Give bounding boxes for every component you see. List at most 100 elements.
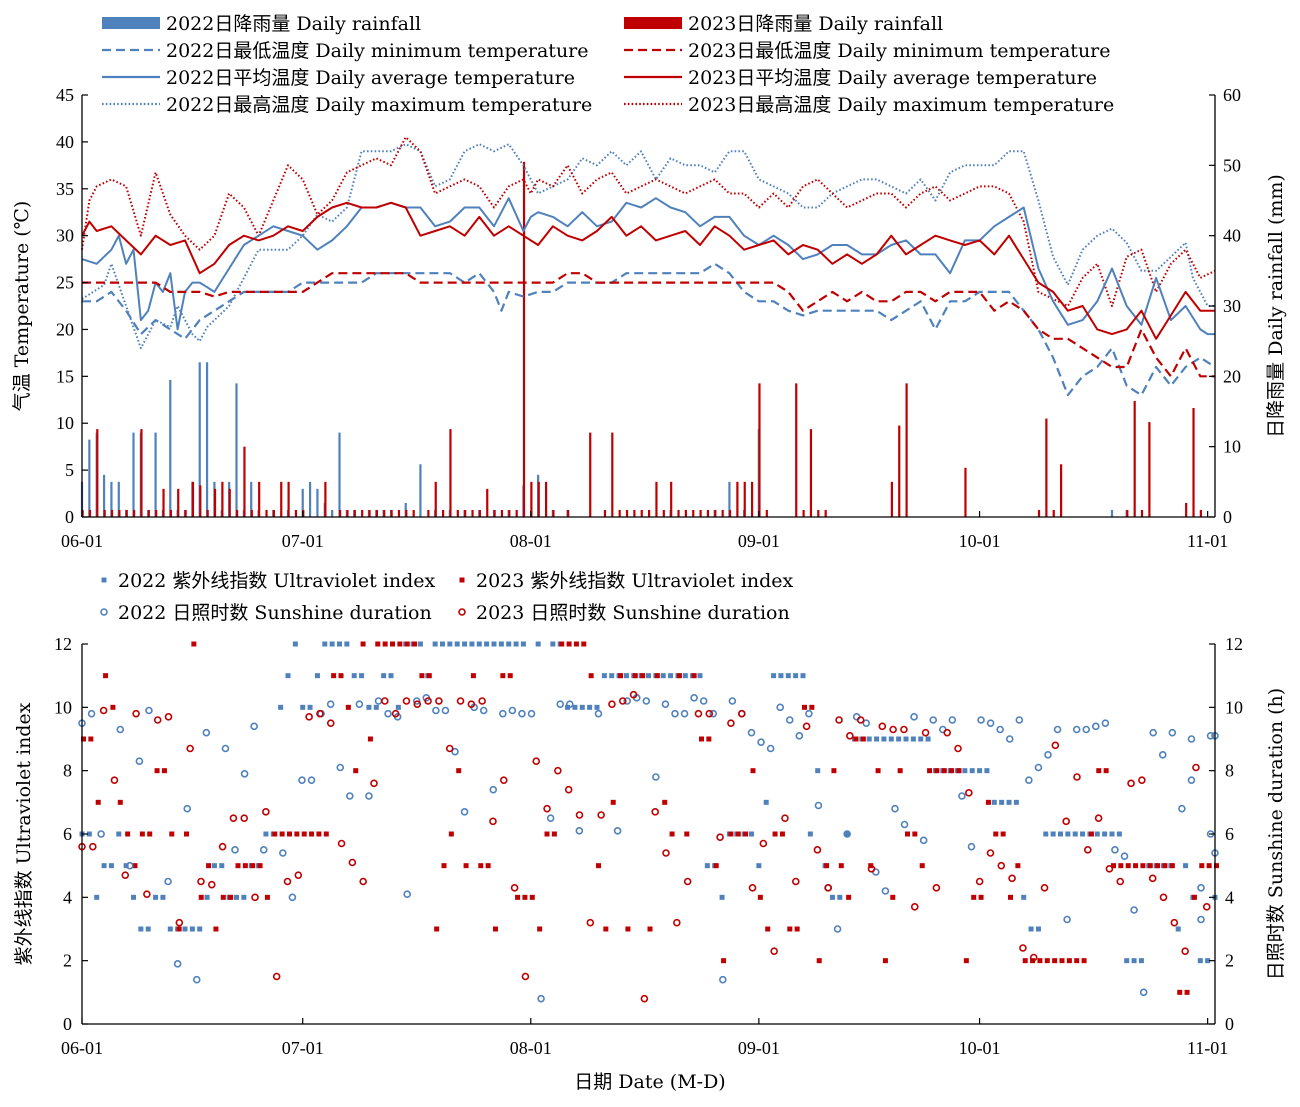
uv-2022-point-42: [388, 673, 394, 679]
uv-2023-point-92: [757, 894, 763, 900]
uv-2023-point-59: [515, 894, 521, 900]
rain-2023-bar-4: [110, 509, 114, 517]
rain-2023-bar-15: [191, 481, 195, 517]
sun-2023-point-81: [954, 744, 962, 753]
sun-2022-point-89: [986, 719, 995, 727]
top-y-tick-label-2: 10: [56, 413, 74, 433]
rain-2023-bar-3: [103, 509, 106, 517]
rain-2023-bar-19: [221, 481, 224, 517]
rain-2023-bar-57: [530, 481, 533, 517]
rain-2023-bar-98: [1060, 464, 1063, 517]
rain-2023-bar-105: [1199, 509, 1202, 517]
rain-2023-bar-87: [802, 509, 805, 517]
sun-2023-point-90: [1051, 741, 1060, 750]
sun-2022-point-13: [231, 846, 239, 854]
uv-2023-point-113: [912, 831, 918, 837]
uv-2023-point-124: [993, 831, 999, 837]
uv-2023-point-90: [743, 831, 749, 837]
uv-2022-point-118: [962, 768, 968, 774]
uv-2022-point-75: [646, 673, 651, 679]
sun-2023-point-58: [705, 709, 714, 718]
sun-2022-point-114: [1187, 735, 1196, 743]
sun-2023-point-67: [802, 722, 811, 731]
uv-2023-point-72: [610, 799, 616, 805]
rain-2022-bar-53: [728, 481, 731, 517]
rain-2023-bar-18: [213, 488, 217, 517]
uv-2023-point-56: [493, 926, 498, 932]
rain-2023-bar-80: [728, 509, 732, 517]
uv-2022-point-123: [999, 799, 1005, 805]
uv-2023-point-57: [500, 673, 506, 679]
sun-2023-point-87: [1019, 944, 1027, 952]
uv-2022-point-33: [322, 641, 328, 647]
sun-2023-point-47: [586, 918, 595, 927]
sun-2022-point-64: [747, 728, 756, 737]
uv-2022-point-69: [601, 673, 607, 679]
uv-2023-point-85: [706, 736, 712, 742]
uv-2022-point-39: [366, 704, 372, 710]
uv-2023-point-38: [360, 641, 366, 647]
top-axes: 0 5 10 15 20 25 30 35 40 45 0 10 20 30 40 50 60 06-01 07-0…: [56, 85, 1241, 551]
rain-2022-bar-5: [117, 481, 120, 517]
uv-2022-point-102: [844, 831, 850, 837]
uv-2022-point-38: [359, 673, 365, 679]
uv-2022-point-55: [484, 641, 490, 647]
sun-2023-point-43: [543, 804, 551, 813]
sun-2023-point-93: [1083, 846, 1092, 854]
uv-2022-point-101: [837, 894, 843, 900]
uv-2023-point-5: [117, 799, 123, 805]
rain-2023-bar-64: [611, 432, 614, 517]
uv-2022-point-82: [697, 673, 703, 679]
uv-2022-point-134: [1080, 831, 1086, 837]
rain-2023-bar-96: [1045, 418, 1048, 517]
rain-2023-bar-61: [567, 509, 570, 517]
sun-2023-point-11: [197, 877, 205, 886]
rain-2023-bar-39: [390, 509, 393, 517]
uv-2023-point-83: [691, 673, 697, 679]
uv-2022-point-68: [594, 704, 600, 710]
uv-2022-point-62: [550, 641, 556, 647]
uv-2023-point-26: [272, 831, 278, 837]
bottom-axes: 0 2 4 6 8 10 12 0 2 4 6 8 10 12 06-01 07-01 08-01 09-01 10…: [54, 634, 1243, 1058]
uv-2023-point-32: [316, 831, 322, 837]
uv-2022-point-133: [1072, 831, 1078, 837]
rain-2023-bar-60: [552, 509, 555, 517]
uv-2023-point-70: [596, 863, 601, 869]
sun-2023-point-7: [153, 716, 162, 724]
uv-2023-point-84: [699, 736, 704, 742]
uv-2022-point-15: [189, 926, 195, 932]
uv-2023-point-137: [1088, 831, 1094, 837]
sun-2023-point-15: [240, 814, 249, 822]
rain-2023-bar-101: [1140, 509, 1144, 517]
sun-2022-point-41: [508, 706, 517, 715]
sun-2022-point-59: [699, 697, 708, 705]
bottom-y2-tick-label-0: 0: [1225, 1014, 1234, 1034]
uv-2023-point-20: [228, 894, 234, 900]
sun-2023-point-73: [867, 865, 876, 873]
sun-2022-point-66: [766, 744, 775, 753]
uv-2023-point-87: [721, 958, 727, 964]
sun-2023-point-53: [651, 808, 659, 816]
top-y2-tick-label-2: 20: [1223, 366, 1241, 386]
sun-2023-point-70: [835, 716, 843, 724]
uv-2023-point-14: [184, 831, 189, 837]
sun-2023-point-85: [997, 861, 1006, 870]
uv-2023-point-116: [934, 768, 940, 774]
uv-2022-point-16: [197, 926, 203, 932]
sun-2022-point-57: [680, 709, 689, 718]
sun-2023-point-23: [326, 719, 335, 727]
sun-2022-point-53: [642, 697, 651, 705]
top-y-axis-label: 气温 Temperature (℃): [11, 201, 33, 412]
uv-2023-point-112: [905, 831, 910, 837]
sun-2023-point-44: [554, 766, 562, 775]
uv-2023-point-91: [750, 768, 756, 774]
legend-label-tmax2023: 2023日最高温度 Daily maximum temperature: [688, 94, 1114, 116]
sun-2023-point-77: [910, 903, 919, 911]
bottom-y2-tick-label-2: 4: [1225, 887, 1234, 907]
sun-2023-point-95: [1105, 865, 1114, 873]
uv-2022-point-126: [1021, 894, 1027, 900]
uv-2023-point-93: [765, 926, 771, 932]
rain-2023-bar-50: [478, 509, 481, 517]
uv-2022-point-141: [1131, 958, 1137, 964]
uv-2023-point-78: [654, 673, 660, 679]
